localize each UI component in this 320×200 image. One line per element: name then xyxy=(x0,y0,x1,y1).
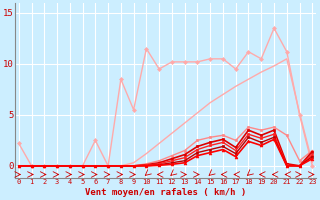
X-axis label: Vent moyen/en rafales ( km/h ): Vent moyen/en rafales ( km/h ) xyxy=(85,188,246,197)
